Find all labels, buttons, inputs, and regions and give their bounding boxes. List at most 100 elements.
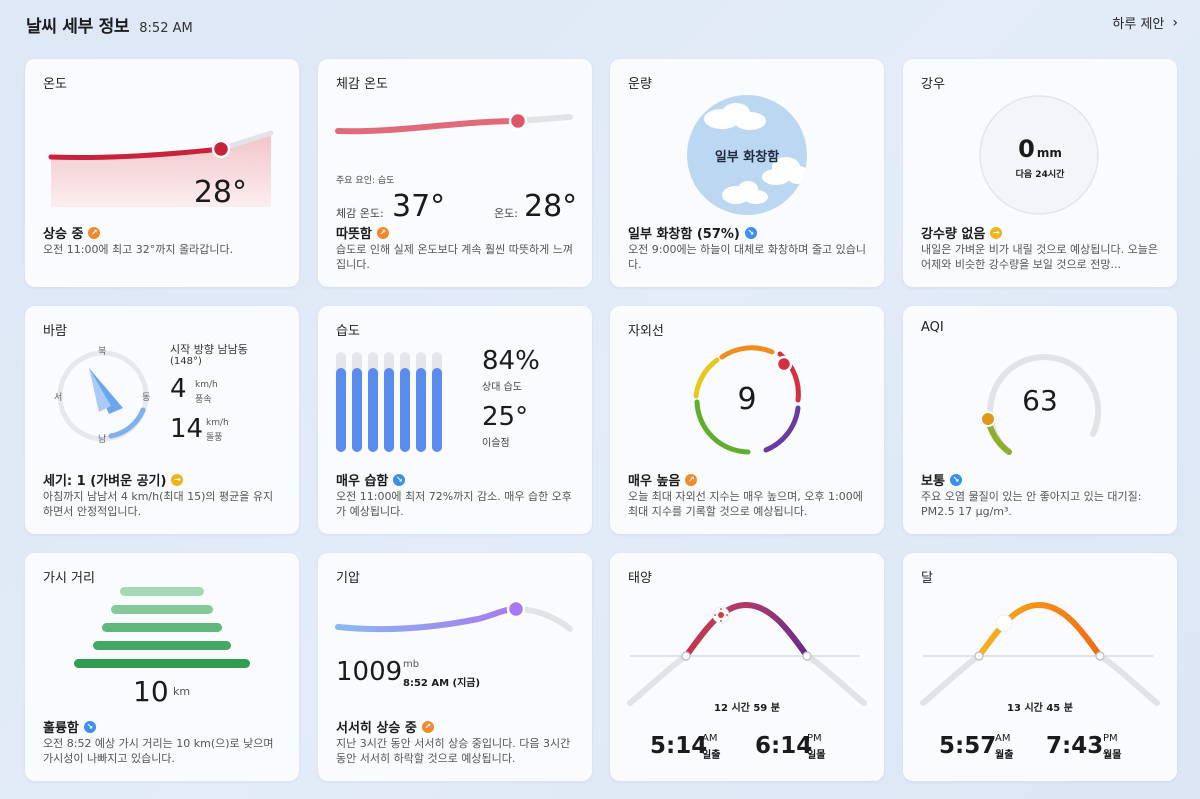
sunset-ampm: PM xyxy=(807,733,822,744)
rain-card[interactable]: 강우 0 mm 다음 24시간 강수량 없음 → 내일은 가벼운 비가 내릴 것으로… xyxy=(903,59,1177,287)
moon-path-graph xyxy=(920,601,1160,706)
rain-gauge xyxy=(979,95,1099,215)
wind-degrees: (148°) xyxy=(170,356,202,367)
sun-duration: 12 시간 59 분 xyxy=(714,703,780,714)
moonrise-ampm: AM xyxy=(995,733,1011,744)
trend-flat-icon: → xyxy=(990,226,1003,239)
temp-value: 28° xyxy=(524,189,578,224)
wind-card[interactable]: 바람 북 동 남 서 시작 방향 남남동 (148°) 4 km/h 풍속 14… xyxy=(25,306,299,534)
trend-up-icon: ↗ xyxy=(421,720,434,733)
pressure-value: 1009 xyxy=(336,657,403,687)
card-title: 자외선 xyxy=(628,324,664,339)
aqi-card[interactable]: AQI 63 보통 ↘ 주요 오염 물질이 있는 안 좋아지고 있는 대기질: P… xyxy=(903,306,1177,534)
visibility-bars xyxy=(74,587,250,668)
sun-card[interactable]: 태양 12 시간 59 분 5:14 AM 일출 6:14 PM 일몰 xyxy=(610,553,884,781)
cloud-graphic xyxy=(687,95,807,215)
humidity-bars xyxy=(336,352,442,452)
compass-south: 남 xyxy=(98,435,107,445)
visibility-card[interactable]: 가시 거리 10 km 훌륭함 ↘ 오전 8:52 예상 가시 거리는 10 km… xyxy=(25,553,299,781)
wind-gust: 14 xyxy=(170,414,204,444)
feels-like-graph xyxy=(335,111,573,135)
wind-desc: 아침까지 남남서 4 km/h(최대 15)의 평균을 유지하면서 안정적입니다… xyxy=(43,490,274,518)
header-time: 8:52 AM xyxy=(139,21,193,36)
aqi-status: 보통 ↘ xyxy=(921,470,962,489)
uv-card[interactable]: 자외선 9 매우 높음 ↗ 오늘 최대 자외선 지수는 매우 높으며, 오후 1:… xyxy=(610,306,884,534)
visibility-unit: km xyxy=(173,685,191,698)
rain-sub: 다음 24시간 xyxy=(1015,170,1065,180)
card-title: 가시 거리 xyxy=(43,571,95,586)
temperature-status: 상승 중 ↗ xyxy=(43,223,101,242)
uv-status: 매우 높음 ↗ xyxy=(628,470,698,489)
compass-west: 서 xyxy=(54,393,63,403)
uv-desc: 오늘 최대 자외선 지수는 매우 높으며, 오후 1:00에 최대 지수를 기록… xyxy=(628,490,863,518)
sunrise-time: 5:14 xyxy=(650,733,708,759)
card-title: 강우 xyxy=(921,77,945,92)
trend-down-icon: ↘ xyxy=(83,720,96,733)
humidity-value: 84% xyxy=(482,346,540,376)
card-title: 온도 xyxy=(43,77,67,92)
cloud-card[interactable]: 운량 일부 화창함 일부 화창함 (57%) ↘ 오전 9:00에는 하늘이 대체… xyxy=(610,59,884,287)
visibility-value: 10 xyxy=(133,675,169,708)
rain-status: 강수량 없음 → xyxy=(921,223,1003,242)
feels-value: 37° xyxy=(392,189,446,224)
humidity-status: 매우 습함 ↘ xyxy=(336,470,406,489)
wind-gust-label: 돌풍 xyxy=(206,433,223,443)
sunrise-label: 일출 xyxy=(702,750,721,761)
moonset-time: 7:43 xyxy=(1046,733,1104,759)
compass-east: 동 xyxy=(142,393,151,403)
trend-up-icon: ↗ xyxy=(88,226,101,239)
wind-gust-unit: km/h xyxy=(206,418,229,428)
feels-desc: 습도로 인해 실제 온도보다 계속 훨씬 따뜻하게 느껴집니다. xyxy=(336,243,573,271)
humidity-bar xyxy=(368,368,378,452)
sunset-time: 6:14 xyxy=(755,733,813,759)
temperature-desc: 오전 11:00에 최고 32°까지 올라갑니다. xyxy=(43,243,234,256)
humidity-bar xyxy=(336,368,346,452)
card-title: 운량 xyxy=(628,77,652,92)
feels-label: 체감 온도: xyxy=(336,207,384,220)
chevron-right-icon: › xyxy=(1172,14,1178,31)
rain-unit: mm xyxy=(1036,146,1062,160)
humidity-card[interactable]: 습도 84% 상대 습도 25° 이슬점 매우 습함 ↘ 오전 11:00에 최저… xyxy=(318,306,592,534)
card-title: 태양 xyxy=(628,571,652,586)
cloud-status: 일부 화창함 (57%) ↘ xyxy=(628,223,757,242)
moon-card[interactable]: 달 13 시간 45 분 5:57 AM 월출 7:43 PM 월몰 xyxy=(903,553,1177,781)
sunrise-ampm: AM xyxy=(702,733,718,744)
humidity-value-label: 상대 습도 xyxy=(482,382,522,393)
card-title: 체감 온도 xyxy=(336,77,388,92)
cloud-desc: 오전 9:00에는 하늘이 대체로 화창하며 줄고 있습니다. xyxy=(628,243,866,271)
sun-path-graph xyxy=(627,601,867,706)
temperature-card[interactable]: 온도 28° 상승 중 ↗ 오전 11:00에 최고 32°까지 올라갑니다. xyxy=(25,59,299,287)
wind-speed-label: 풍속 xyxy=(195,395,212,405)
feels-factor: 주요 요인: 습도 xyxy=(336,176,395,186)
pressure-card[interactable]: 기압 1009 mb 8:52 AM (지금) 서서히 상승 중 ↗ 지난 3시간… xyxy=(318,553,592,781)
trend-down-icon: ↘ xyxy=(744,226,757,239)
moonrise-time: 5:57 xyxy=(939,733,997,759)
uv-gauge xyxy=(693,345,801,455)
wind-speed-unit: km/h xyxy=(195,380,218,390)
humidity-bar xyxy=(416,368,426,452)
temp-label: 온도: xyxy=(494,207,518,220)
feels-like-card[interactable]: 체감 온도 주요 요인: 습도 체감 온도: 37° 온도: 28° 따뜻함 ↗ … xyxy=(318,59,592,287)
trend-up-icon: ↗ xyxy=(685,473,698,486)
card-title: 습도 xyxy=(336,324,360,339)
wind-direction: 시작 방향 남남동 xyxy=(170,343,248,356)
trend-down-icon: ↘ xyxy=(393,473,406,486)
temperature-marker xyxy=(211,139,231,159)
humidity-bar xyxy=(384,368,394,452)
cloud-center-label: 일부 화창함 xyxy=(714,150,780,165)
humidity-bar xyxy=(400,368,410,452)
wind-compass xyxy=(57,350,149,442)
card-title: 바람 xyxy=(43,324,67,339)
pressure-graph xyxy=(335,599,573,633)
moonset-label: 월몰 xyxy=(1103,750,1122,761)
trend-up-icon: ↗ xyxy=(376,226,389,239)
temperature-value: 28° xyxy=(193,175,247,210)
aqi-value: 63 xyxy=(1022,384,1058,417)
day-suggestion-label: 하루 제안 xyxy=(1112,17,1165,32)
humidity-desc: 오전 11:00에 최저 72%까지 감소. 매우 습한 오후가 예상됩니다. xyxy=(336,490,572,518)
aqi-gauge xyxy=(980,354,1102,455)
sunset-label: 일몰 xyxy=(807,750,826,761)
pressure-time: 8:52 AM (지금) xyxy=(403,678,481,689)
visibility-status: 훌륭함 ↘ xyxy=(43,717,96,736)
day-suggestion-link[interactable]: 하루 제안 › xyxy=(1112,13,1178,33)
